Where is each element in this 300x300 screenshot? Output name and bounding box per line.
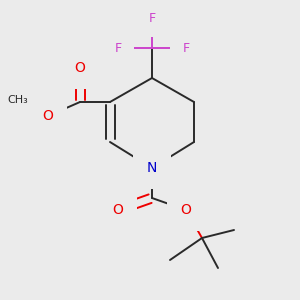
Text: F: F	[148, 11, 156, 25]
Text: CH₃: CH₃	[7, 95, 28, 105]
Text: O: O	[112, 203, 123, 217]
Text: F: F	[114, 41, 122, 55]
Text: F: F	[182, 41, 190, 55]
Text: O: O	[181, 203, 191, 217]
Text: O: O	[75, 61, 86, 75]
Text: O: O	[43, 109, 53, 123]
Text: N: N	[147, 161, 157, 175]
